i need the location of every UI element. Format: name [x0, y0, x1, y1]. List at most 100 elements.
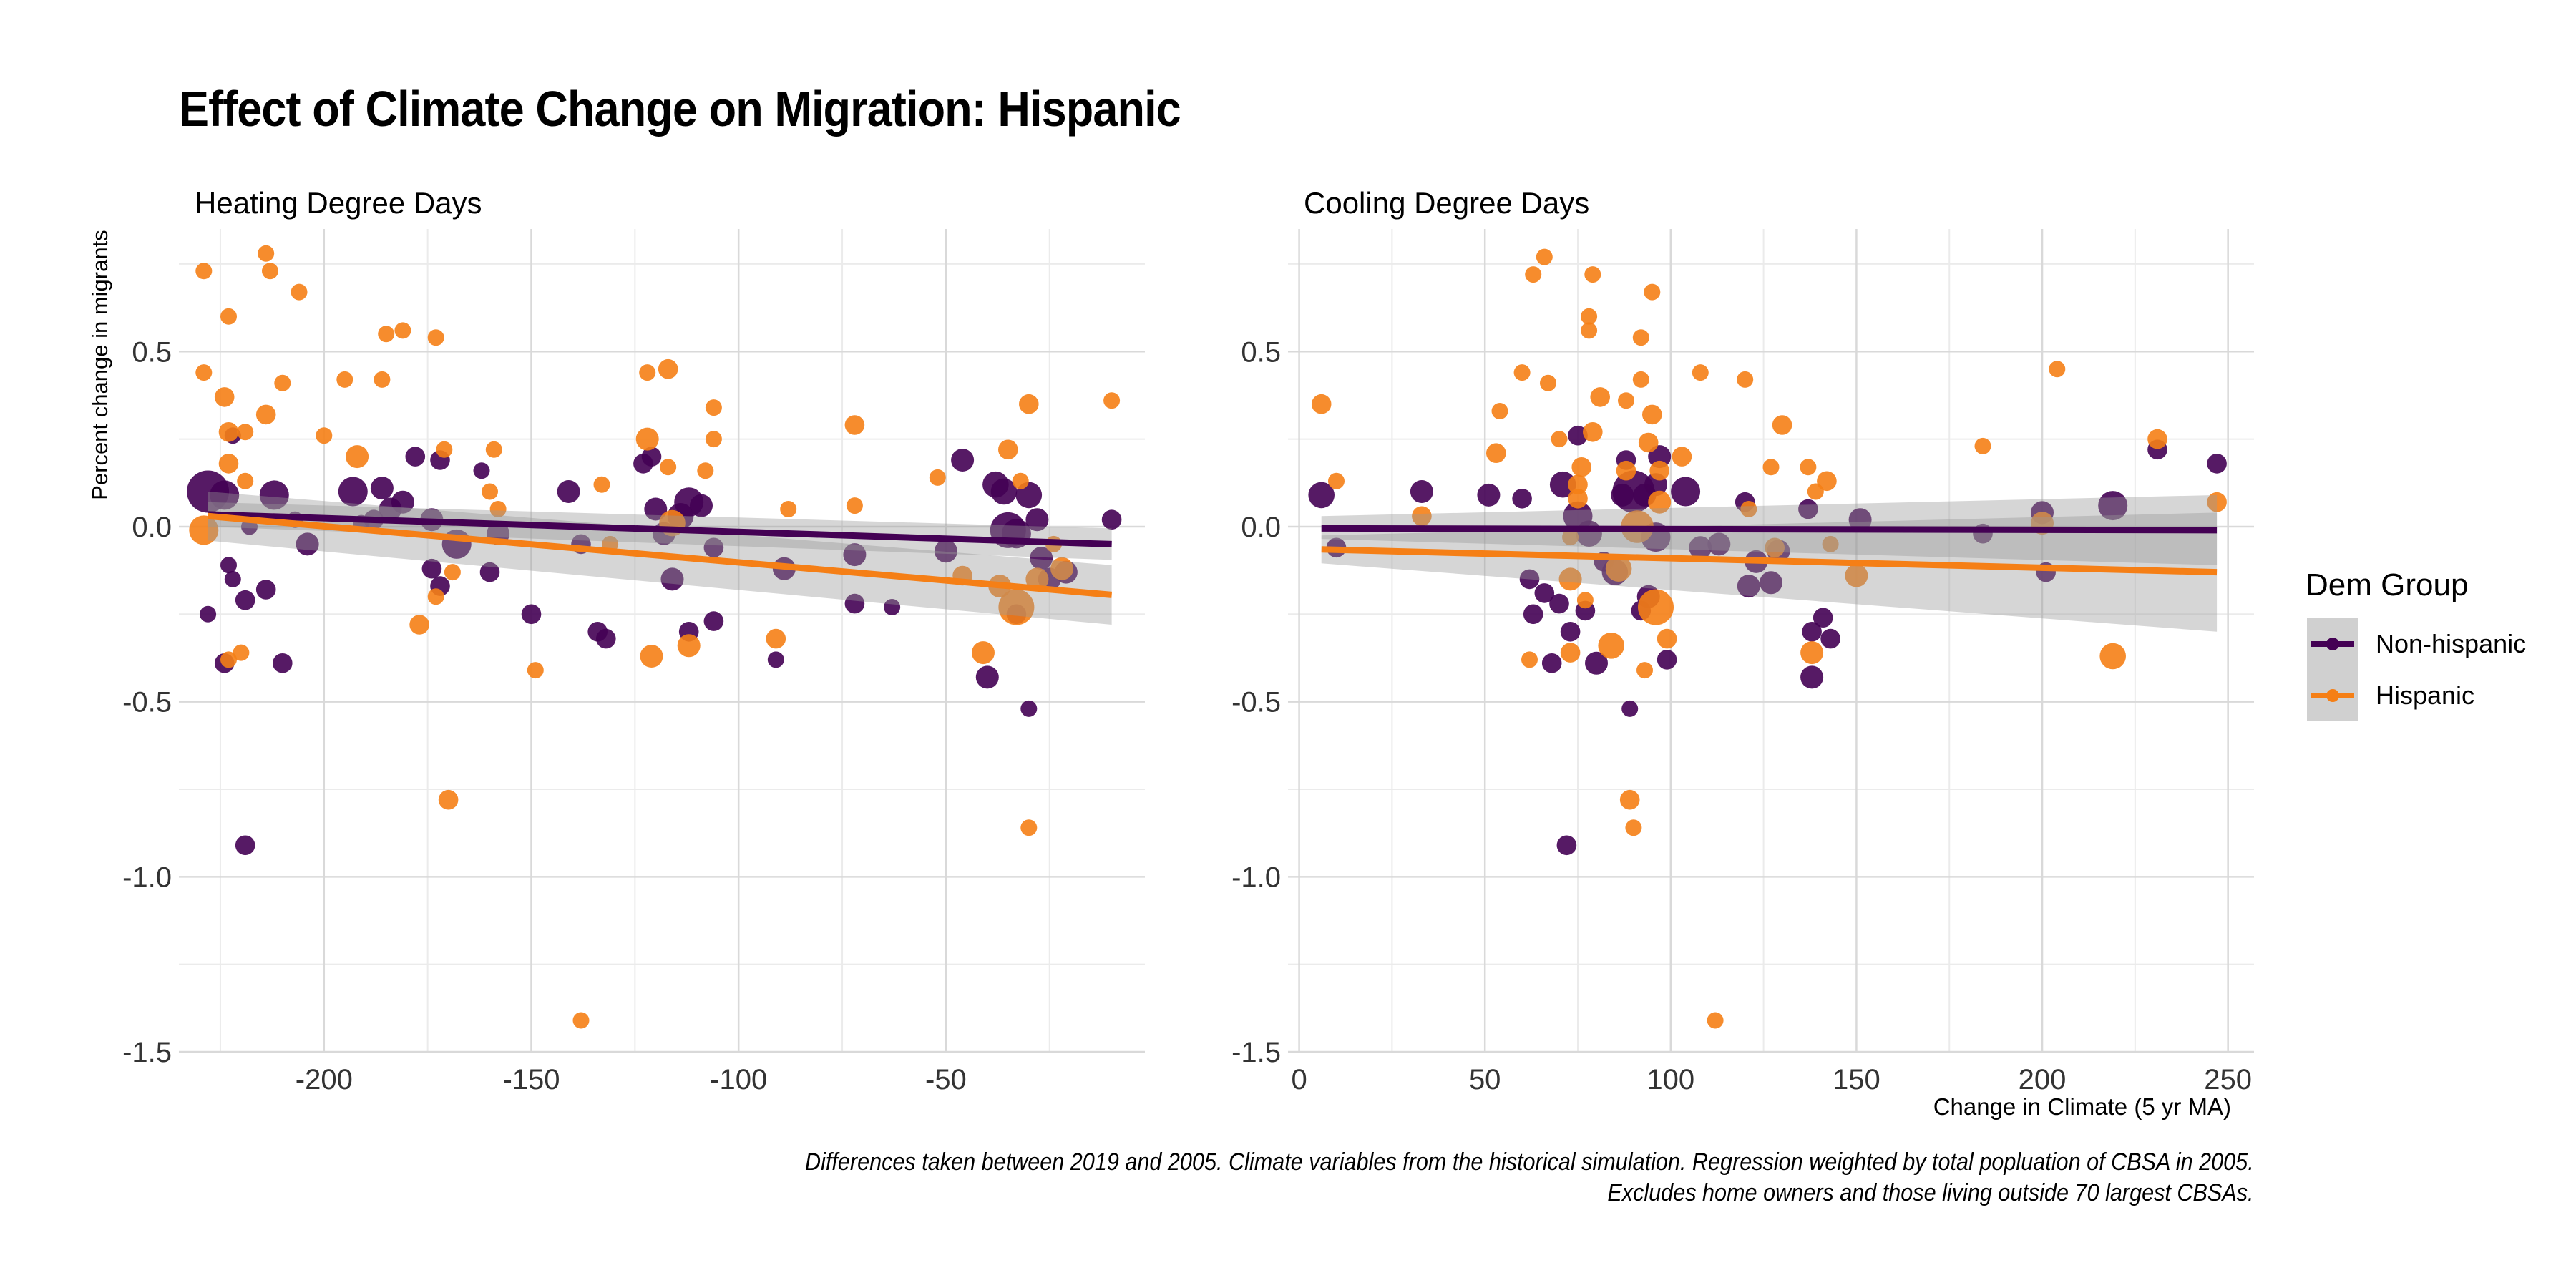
data-point	[703, 611, 724, 631]
y-tick-label: -1.0	[122, 862, 172, 893]
data-point	[233, 644, 250, 661]
data-point	[2098, 491, 2128, 521]
data-point	[1800, 459, 1817, 476]
data-point	[1581, 322, 1598, 339]
data-point	[1737, 575, 1760, 598]
data-point	[641, 447, 662, 467]
data-point	[1571, 457, 1591, 477]
data-point	[405, 447, 426, 467]
panel-heating-degree-days: Heating Degree Days -200 -150 -100 -50 -1.5 -1…	[122, 186, 1145, 1096]
data-point	[220, 557, 237, 574]
data-point	[1308, 482, 1335, 509]
panel-title: Cooling Degree Days	[1304, 186, 1589, 220]
data-point	[1657, 650, 1677, 670]
data-point	[1558, 567, 1582, 591]
data-point	[374, 371, 391, 388]
data-point	[1410, 480, 1433, 503]
data-point	[572, 1012, 590, 1029]
data-point	[436, 441, 453, 458]
data-point	[378, 326, 395, 343]
data-point	[975, 665, 999, 689]
x-tick-label: 50	[1469, 1064, 1501, 1096]
data-point	[427, 329, 444, 346]
data-point	[473, 462, 490, 479]
data-point	[1605, 555, 1632, 582]
data-point	[1020, 819, 1038, 836]
data-point	[1412, 506, 1432, 527]
data-point	[1798, 499, 1818, 519]
data-point	[1556, 835, 1577, 856]
data-point	[705, 431, 722, 448]
data-point	[1974, 437, 1991, 454]
data-point	[998, 439, 1018, 460]
data-point	[1657, 628, 1677, 649]
data-point	[1491, 403, 1508, 419]
data-point	[677, 634, 701, 658]
data-point	[766, 628, 786, 649]
data-point	[1642, 404, 1662, 425]
data-point	[1598, 633, 1624, 659]
data-point	[1521, 651, 1538, 668]
data-point	[200, 605, 217, 623]
data-point	[370, 477, 394, 500]
confidence-band	[1321, 512, 2218, 632]
data-point	[846, 497, 863, 514]
trend-line	[208, 512, 1113, 598]
data-point	[2049, 361, 2066, 378]
data-point	[1737, 371, 1754, 388]
data-point	[391, 490, 414, 514]
y-tick-label: 0.5	[132, 336, 172, 368]
data-point	[1765, 537, 1785, 558]
data-point	[1644, 283, 1661, 301]
data-point	[1648, 490, 1672, 514]
data-point	[703, 537, 724, 558]
data-point	[336, 371, 353, 388]
data-point	[1638, 432, 1659, 453]
y-axis-label: Percent change in migrants	[87, 230, 112, 499]
data-point	[1534, 583, 1555, 603]
data-point	[409, 615, 429, 635]
data-point	[394, 322, 411, 339]
legend-title: Dem Group	[2306, 567, 2468, 602]
data-point	[521, 604, 542, 625]
legend-key-point	[2326, 638, 2339, 650]
data-point	[262, 263, 278, 280]
data-point	[1025, 508, 1049, 532]
data-point	[1050, 557, 1074, 580]
data-point	[1568, 425, 1588, 446]
data-point	[1103, 392, 1121, 409]
data-point	[210, 480, 240, 510]
data-point	[1619, 789, 1640, 810]
data-point	[482, 483, 498, 500]
data-point	[1525, 266, 1542, 283]
data-point	[998, 589, 1035, 625]
data-point	[1512, 489, 1532, 509]
data-point	[884, 599, 901, 615]
data-point	[658, 358, 678, 379]
data-point	[1568, 474, 1588, 494]
data-point	[189, 515, 219, 545]
data-point	[220, 308, 237, 325]
data-point	[427, 588, 444, 605]
data-point	[2147, 429, 2167, 449]
y-tick-label: 0.0	[1241, 512, 1281, 543]
data-point	[527, 662, 544, 679]
data-point	[690, 494, 713, 517]
data-point	[780, 501, 797, 517]
data-point	[421, 558, 442, 579]
data-point	[660, 459, 677, 476]
data-point	[1800, 665, 1824, 689]
data-point	[990, 478, 1018, 505]
data-point	[479, 562, 500, 582]
x-tick-label: 250	[2204, 1064, 2252, 1096]
data-point	[259, 480, 289, 510]
y-tick-label: 0.5	[1241, 336, 1281, 368]
data-point	[296, 532, 319, 556]
data-point	[291, 283, 308, 301]
data-point	[255, 580, 276, 600]
data-point	[1707, 1012, 1724, 1029]
y-tick-label: -1.5	[122, 1037, 172, 1068]
data-point	[220, 651, 237, 668]
data-point	[1551, 431, 1568, 448]
data-point	[951, 449, 975, 472]
